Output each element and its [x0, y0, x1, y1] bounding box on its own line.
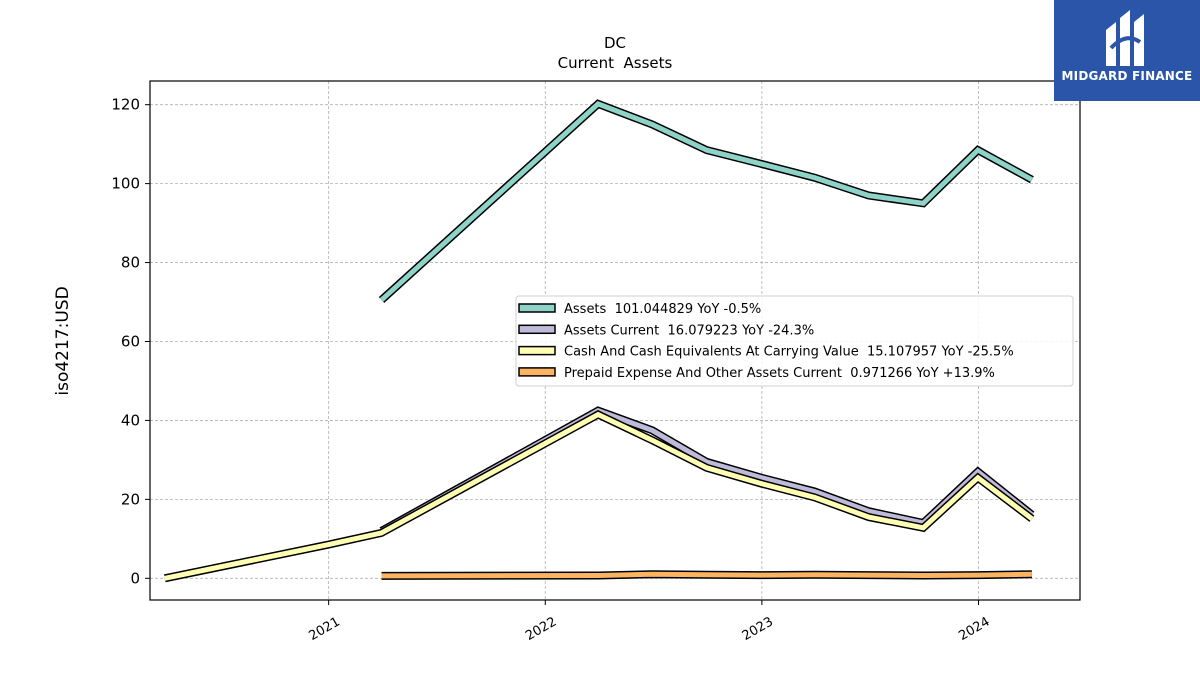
plot-frame — [149, 80, 1081, 601]
x-tick-label: 2023 — [740, 614, 776, 644]
series-line-4 — [381, 570, 1032, 580]
axis-ticks: 0 20 40 60 80 100 120 2021 2022 2023 2024 — [111, 96, 992, 644]
series-line-fill — [379, 101, 1034, 302]
series-line-fill — [381, 571, 1032, 579]
legend-swatch — [518, 345, 556, 356]
legend-box — [515, 295, 1074, 387]
y-tick-label: 80 — [121, 254, 140, 272]
brand-name: MIDGARD FINANCE — [1061, 69, 1193, 83]
y-tick-label: 60 — [121, 332, 140, 350]
y-tick-label: 100 — [111, 175, 140, 193]
legend-swatch — [518, 303, 556, 313]
x-tick-label: 2021 — [306, 614, 342, 644]
legend-swatch — [518, 367, 556, 377]
legend-entry: Assets Current 16.079223 YoY -24.3% — [564, 323, 814, 338]
series-line-fill — [164, 411, 1034, 581]
legend-entry: Assets 101.044829 YoY -0.5% — [564, 302, 761, 317]
y-axis-label: iso4217:USD — [53, 286, 73, 395]
legend: Assets 101.044829 YoY -0.5% Assets Curren… — [515, 295, 1074, 387]
legend-entry: Cash And Cash Equivalents At Carrying Va… — [564, 345, 1014, 360]
chart-subtitle: Current Assets — [558, 54, 673, 72]
midgard-logo-icon — [1106, 10, 1144, 66]
series-layer — [163, 99, 1035, 583]
legend-swatch — [518, 324, 556, 335]
x-tick-label: 2024 — [956, 614, 992, 644]
y-tick-label: 20 — [121, 490, 140, 508]
brand-logo: MIDGARD FINANCE — [1054, 0, 1200, 101]
y-tick-label: 40 — [121, 411, 140, 429]
y-tick-label: 120 — [111, 96, 140, 114]
x-tick-label: 2022 — [523, 614, 559, 644]
chart-title: DC — [604, 34, 626, 52]
legend-entry: Prepaid Expense And Other Assets Current… — [564, 366, 995, 381]
series-line-3 — [163, 410, 1035, 583]
y-tick-label: 0 — [130, 569, 140, 587]
series-line-1 — [378, 99, 1034, 303]
